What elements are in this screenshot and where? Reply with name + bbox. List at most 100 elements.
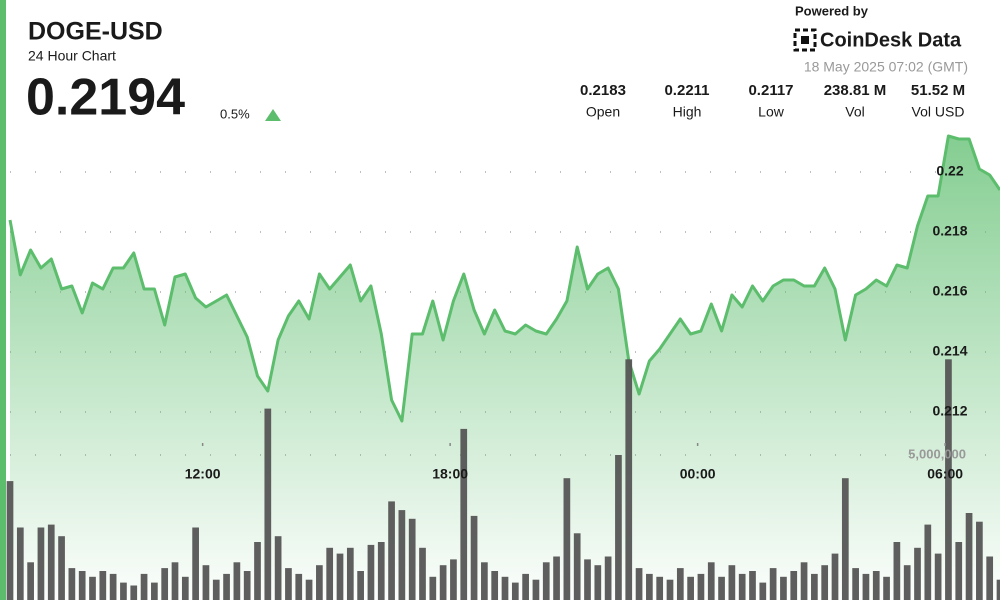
volume-bar bbox=[161, 568, 169, 600]
volume-bar bbox=[6, 481, 14, 600]
volume-bar bbox=[542, 562, 550, 600]
volume-bar bbox=[511, 582, 519, 600]
y-tick-label: 0.214 bbox=[932, 343, 967, 359]
volume-bar bbox=[398, 510, 406, 600]
volume-bar bbox=[99, 571, 107, 600]
volume-bar bbox=[749, 571, 756, 600]
volume-bar bbox=[615, 455, 622, 600]
volume-bar bbox=[522, 573, 529, 600]
volume-bar bbox=[573, 533, 581, 600]
volume-bar bbox=[419, 547, 426, 600]
volume-bar bbox=[852, 568, 859, 600]
volume-bar bbox=[274, 536, 282, 600]
price-area bbox=[10, 136, 1000, 600]
stat-value: 0.2117 bbox=[748, 82, 793, 99]
volume-bar bbox=[316, 565, 323, 600]
change: 0.5% bbox=[220, 106, 250, 121]
volume-bar bbox=[831, 553, 839, 600]
timestamp: 18 May 2025 07:02 (GMT) bbox=[804, 59, 968, 75]
price-line bbox=[8, 134, 1000, 423]
volume-bar bbox=[986, 556, 994, 600]
volume-bar bbox=[563, 478, 571, 600]
y-tick-label: 0.216 bbox=[932, 283, 967, 299]
x-tick-label: 12:00 bbox=[185, 466, 221, 482]
volume-bar bbox=[192, 527, 199, 600]
volume-bar bbox=[707, 562, 715, 600]
volume-bar bbox=[37, 527, 45, 600]
volume-bar bbox=[481, 562, 488, 600]
volume-bar bbox=[233, 562, 241, 600]
volume-bar bbox=[676, 568, 684, 600]
accent-strip bbox=[0, 0, 6, 600]
stat-label: Low bbox=[758, 104, 785, 120]
volume-bar bbox=[594, 565, 602, 600]
volume-bar bbox=[893, 542, 901, 600]
volume-bar bbox=[68, 568, 76, 600]
stat-value: 0.2183 bbox=[580, 82, 626, 99]
volume-bar bbox=[491, 571, 499, 600]
volume-bar bbox=[996, 579, 1000, 600]
volume-bar bbox=[450, 559, 457, 600]
volume-bar bbox=[408, 518, 416, 600]
y-tick-label: 0.22 bbox=[936, 163, 963, 179]
logo bbox=[793, 28, 817, 52]
volume-bar bbox=[738, 573, 746, 600]
volume-bar bbox=[243, 571, 251, 600]
stat-value: 0.2211 bbox=[664, 82, 709, 99]
x-tick-label: 06:00 bbox=[927, 466, 963, 482]
volume-bar bbox=[264, 408, 272, 600]
price: 0.2194 bbox=[26, 69, 185, 127]
stat-label: High bbox=[673, 104, 702, 120]
volume-bar bbox=[89, 576, 96, 600]
volume-bar bbox=[130, 585, 138, 600]
volume-bar bbox=[924, 524, 932, 600]
volume-bar bbox=[346, 547, 354, 600]
stat-value: 51.52 M bbox=[911, 82, 965, 99]
y-tick-label: 0.212 bbox=[932, 403, 967, 419]
volume-bar bbox=[357, 571, 364, 600]
volume-bar bbox=[800, 562, 808, 600]
volume-bar bbox=[666, 579, 674, 600]
volume-bar bbox=[78, 571, 86, 600]
volume-bar bbox=[181, 576, 189, 600]
volume-bar bbox=[903, 565, 911, 600]
volume-bar bbox=[790, 571, 798, 600]
volume-bar bbox=[811, 573, 818, 600]
up-arrow bbox=[265, 109, 281, 121]
volume-bar bbox=[872, 571, 880, 600]
stat-value: 238.81 M bbox=[824, 82, 887, 99]
x-tick-label: 00:00 bbox=[680, 466, 716, 482]
volume-bar bbox=[780, 576, 787, 600]
volume-bar bbox=[501, 576, 509, 600]
volume-bar bbox=[687, 576, 694, 600]
volume-bar bbox=[326, 547, 334, 600]
volume-bar bbox=[965, 513, 973, 600]
volume-bar bbox=[553, 556, 560, 600]
symbol: DOGE-USD bbox=[28, 18, 163, 46]
volume-bar bbox=[439, 565, 447, 600]
volume-bar bbox=[821, 565, 829, 600]
volume-bar bbox=[151, 582, 158, 600]
volume-bar bbox=[27, 562, 34, 600]
brand-name: CoinDesk Data bbox=[820, 29, 962, 51]
volume-bar bbox=[718, 576, 725, 600]
volume-bar bbox=[429, 576, 437, 600]
volume-bar bbox=[697, 573, 705, 600]
volume-bar bbox=[223, 573, 230, 600]
volume-bar bbox=[656, 576, 664, 600]
volume-bar bbox=[470, 515, 478, 600]
volume-bar bbox=[728, 565, 736, 600]
volume-bar bbox=[883, 576, 890, 600]
volume-bar bbox=[532, 579, 540, 600]
volume-bar bbox=[47, 524, 55, 600]
volume-bar bbox=[759, 582, 767, 600]
volume-bar bbox=[212, 579, 220, 600]
volume-bar bbox=[976, 521, 983, 600]
volume-bar bbox=[914, 547, 921, 600]
volume-bar bbox=[202, 565, 210, 600]
volume-bar bbox=[377, 542, 385, 600]
volume-bar bbox=[862, 573, 870, 600]
y-tick-label: 0.218 bbox=[932, 223, 967, 239]
